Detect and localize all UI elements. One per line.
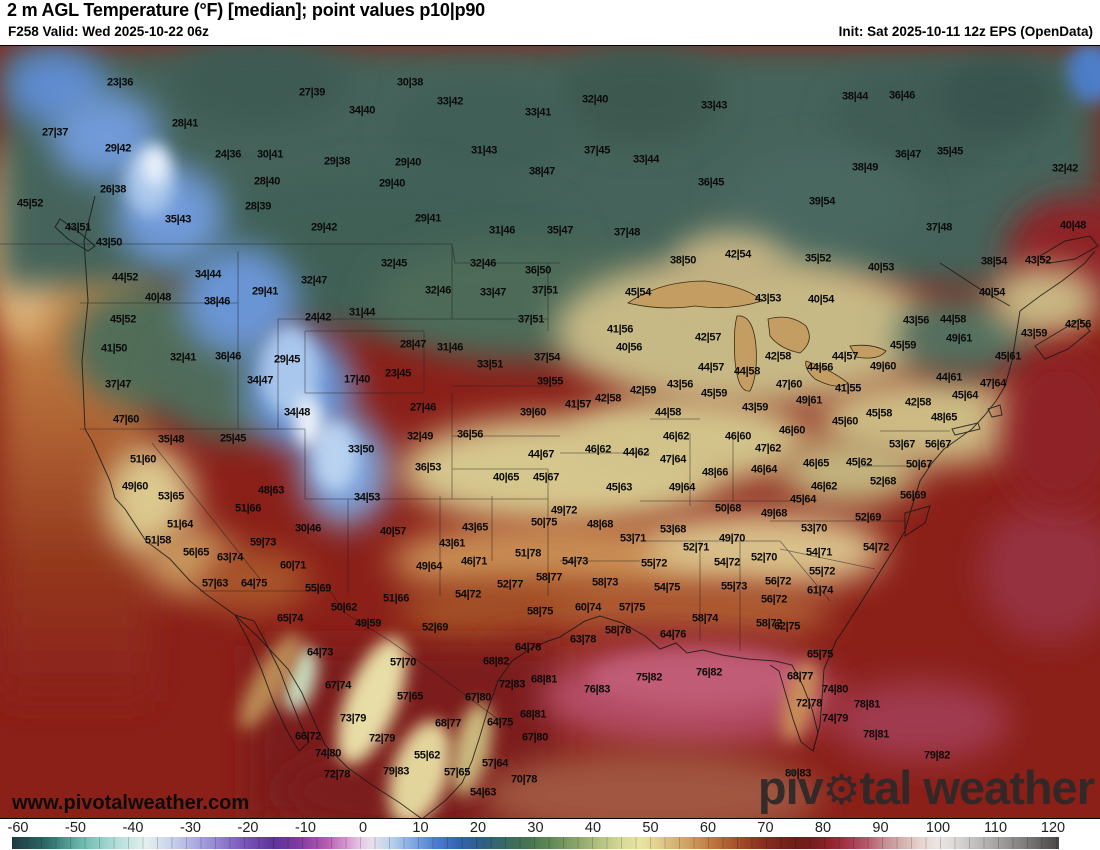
- lake-huron: [767, 316, 810, 354]
- colorbar-tick: 60: [699, 820, 717, 836]
- st-lawrence-river: [939, 262, 1011, 307]
- colorbar-segment-lines: [12, 837, 1059, 849]
- colorbar-tick: -10: [295, 820, 316, 836]
- colorbar-tick: 120: [1040, 820, 1066, 836]
- colorbar-tick: -50: [65, 820, 86, 836]
- colorbar-tick: -30: [180, 820, 201, 836]
- appalachia-tan: [780, 436, 920, 506]
- baja-coastline: [233, 614, 310, 752]
- north-canada-patch: [170, 46, 350, 126]
- southeast-tan: [645, 511, 885, 591]
- pacific-coastline: [81, 195, 422, 818]
- valid-time-label: F258 Valid: Wed 2025-10-22 06z: [8, 24, 209, 39]
- sierra-madre-cool-stripe: [336, 637, 408, 765]
- colorbar-tick: 110: [983, 820, 1008, 836]
- snow-peak-2: [294, 395, 322, 447]
- site-watermark: www.pivotalweather.com: [12, 792, 250, 814]
- labrador-cold-water: [1066, 46, 1100, 103]
- east-borders: [560, 418, 950, 651]
- lake-erie: [805, 360, 849, 387]
- brand-text-left: piv: [757, 761, 824, 814]
- wyoming-borders: [304, 330, 425, 394]
- ontario-patch: [720, 146, 920, 256]
- us-canada-border: [0, 243, 560, 264]
- colorbar-tick: 30: [527, 820, 544, 836]
- baja-tan: [239, 632, 301, 730]
- colorbar-tick: -20: [237, 820, 259, 836]
- brand-text-right: tal weather: [859, 761, 1095, 814]
- lake-superior: [627, 280, 763, 309]
- atlantic-coastline: [812, 310, 1021, 752]
- plains-borders: [452, 263, 560, 596]
- snow-peak-1: [143, 146, 167, 186]
- temperature-colorbar: -60 -50 -40 -30 -20 -10 0 10 20 30 40 50 60 70 80 90 100…: [0, 819, 1100, 850]
- colorbar-tick: -60: [7, 820, 29, 836]
- lake-michigan: [733, 315, 757, 392]
- atlantic-pink-se: [980, 501, 1100, 641]
- campeche-tan: [480, 751, 820, 818]
- maritimes-khaki: [990, 266, 1100, 336]
- lake-ontario: [849, 344, 887, 359]
- nova-scotia: [1034, 318, 1091, 360]
- vancouver-island: [54, 218, 96, 252]
- colorbar-tick: 50: [642, 820, 659, 836]
- header-bar: 2 m AGL Temperature (°F) [median]; point…: [0, 0, 1100, 45]
- bahamas-pink: [830, 681, 1010, 761]
- ontario-mild-patch: [675, 231, 785, 295]
- montana-borders: [277, 244, 453, 429]
- atlantic-dark-red: [1000, 351, 1100, 511]
- colorbar-tick: 10: [412, 820, 429, 836]
- newfoundland: [1039, 235, 1099, 264]
- four-corners-borders: [304, 393, 548, 596]
- hudson-bay-region: [560, 46, 720, 146]
- gulf-pink-core: [590, 651, 810, 707]
- great-lakes: [627, 280, 887, 392]
- florida-peninsula-warm: [781, 660, 819, 742]
- colorbar-tick: 100: [925, 820, 951, 836]
- desert-southwest-red: [200, 549, 310, 613]
- state-borders: [0, 243, 950, 730]
- montana-rockies-cold: [182, 246, 298, 356]
- long-island: [951, 422, 981, 436]
- temperature-map: [0, 45, 1100, 819]
- colorbar-tick: 0: [358, 820, 368, 836]
- us-mexico-border: [200, 590, 513, 730]
- init-time-label: Init: Sat 2025-10-11 12z EPS (OpenData): [838, 24, 1093, 39]
- central-mexico-cool: [388, 719, 452, 818]
- gear-icon: ⚙: [822, 766, 861, 813]
- cape-cod: [987, 404, 1003, 418]
- california-valley-yellow: [105, 446, 195, 556]
- colorbar-tick: 20: [469, 820, 487, 836]
- temperature-field-graphic: [0, 46, 1100, 818]
- colorbar-tick: -40: [122, 820, 144, 836]
- st-lawrence-coast: [1019, 250, 1096, 312]
- colorbar-tick: 40: [584, 820, 602, 836]
- brand-watermark: piv⚙tal weather: [757, 760, 1095, 815]
- colorbar-gradient: [12, 837, 1059, 849]
- quebec-cold-patch: [940, 56, 1060, 136]
- colorbar-tick: 90: [872, 820, 889, 836]
- colorbar-tick: 80: [814, 820, 832, 836]
- coastlines: [54, 195, 1099, 818]
- map-title: 2 m AGL Temperature (°F) [median]; point…: [7, 0, 485, 20]
- cold-core-3: [313, 421, 357, 491]
- outer-banks: [904, 505, 931, 537]
- sierra-oriental-khaki: [451, 701, 493, 797]
- colorbar-tick: 70: [757, 820, 774, 836]
- west-coast-state-borders: [80, 251, 305, 580]
- prairie-north-patch: [390, 81, 570, 181]
